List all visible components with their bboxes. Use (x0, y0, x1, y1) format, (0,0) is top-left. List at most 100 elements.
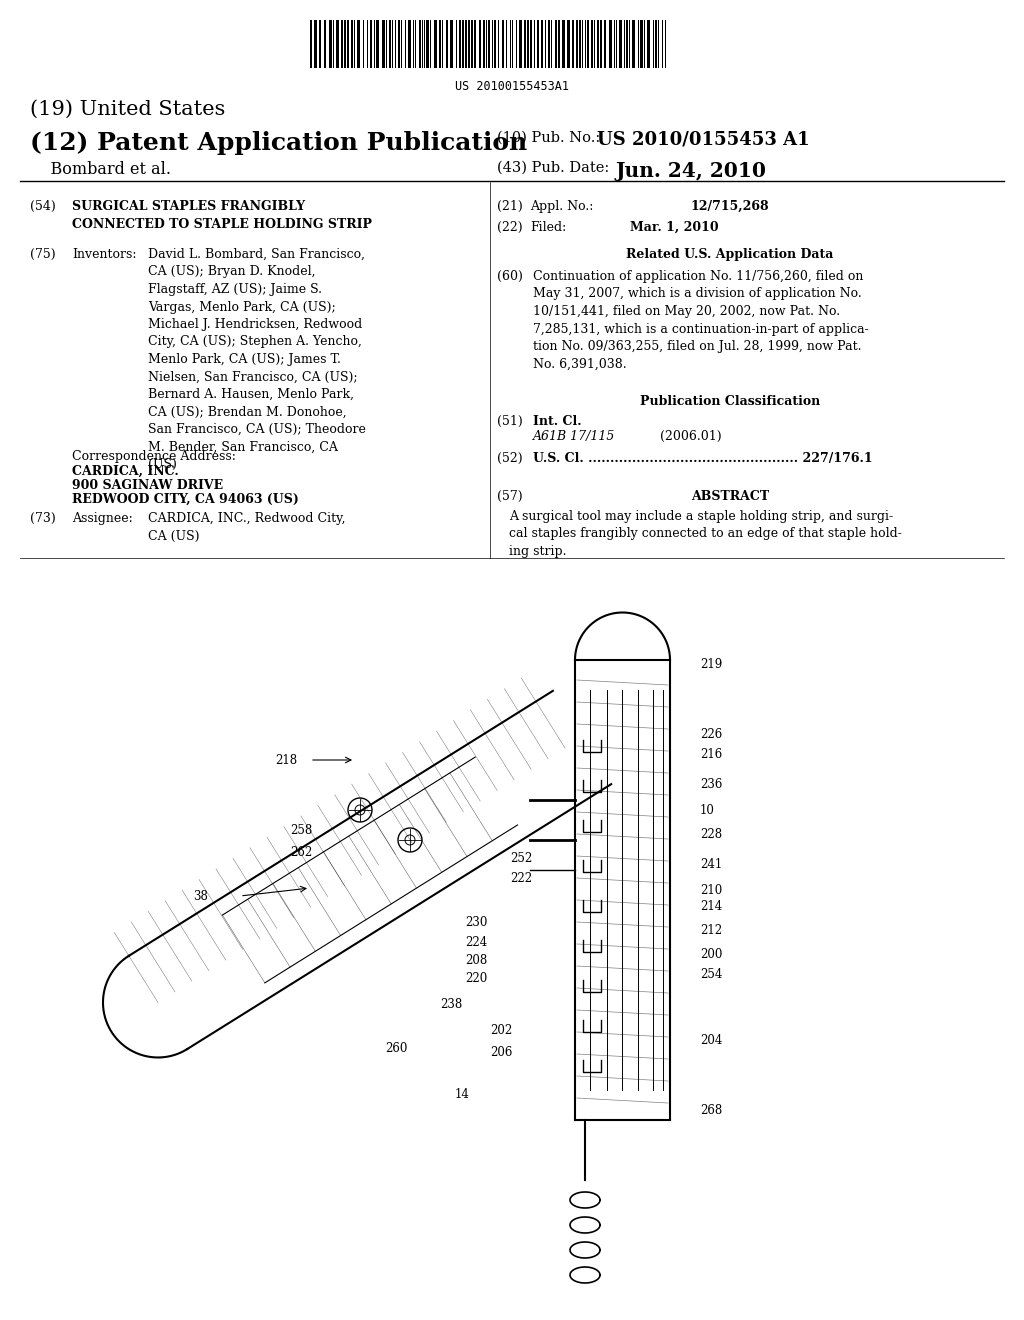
Text: 252: 252 (510, 851, 532, 865)
Text: SURGICAL STAPLES FRANGIBLY
CONNECTED TO STAPLE HOLDING STRIP: SURGICAL STAPLES FRANGIBLY CONNECTED TO … (72, 201, 372, 231)
Text: U.S. Cl. ................................................ 227/176.1: U.S. Cl. ...............................… (534, 451, 872, 465)
Text: 12/715,268: 12/715,268 (690, 201, 769, 213)
Text: 208: 208 (465, 953, 487, 966)
Text: 220: 220 (465, 972, 487, 985)
Text: 254: 254 (700, 969, 722, 982)
Bar (398, 20, 400, 69)
Bar (479, 20, 481, 69)
Text: 200: 200 (700, 949, 722, 961)
Text: Appl. No.:: Appl. No.: (530, 201, 593, 213)
Text: 212: 212 (700, 924, 722, 936)
Text: (2006.01): (2006.01) (660, 430, 722, 444)
Bar (527, 20, 529, 69)
Bar (446, 20, 449, 69)
Text: 241: 241 (700, 858, 722, 871)
Bar (587, 20, 589, 69)
Bar (419, 20, 421, 69)
Text: CARDICA, INC., Redwood City,
CA (US): CARDICA, INC., Redwood City, CA (US) (148, 512, 345, 543)
Bar (389, 20, 391, 69)
Text: A surgical tool may include a staple holding strip, and surgi-
cal staples frang: A surgical tool may include a staple hol… (509, 510, 902, 558)
Text: (51): (51) (497, 414, 522, 428)
Text: Continuation of application No. 11/756,260, filed on
May 31, 2007, which is a di: Continuation of application No. 11/756,2… (534, 271, 868, 371)
Text: (52): (52) (497, 451, 522, 465)
Text: (43) Pub. Date:: (43) Pub. Date: (497, 161, 609, 176)
Text: Jun. 24, 2010: Jun. 24, 2010 (615, 161, 766, 181)
Text: 10: 10 (700, 804, 715, 817)
Text: A61B 17/115: A61B 17/115 (534, 430, 615, 444)
Bar (555, 20, 557, 69)
Text: 218: 218 (275, 754, 297, 767)
Bar (502, 20, 504, 69)
Bar (382, 20, 385, 69)
Text: Int. Cl.: Int. Cl. (534, 414, 582, 428)
Bar (310, 20, 312, 69)
Bar (341, 20, 343, 69)
Text: (19) United States: (19) United States (30, 100, 225, 119)
Text: 258: 258 (290, 824, 312, 837)
Text: 216: 216 (700, 748, 722, 762)
Bar (336, 20, 339, 69)
Bar (604, 20, 606, 69)
Text: David L. Bombard, San Francisco,
CA (US); Bryan D. Knodel,
Flagstaff, AZ (US); J: David L. Bombard, San Francisco, CA (US)… (148, 248, 366, 471)
Text: 222: 222 (510, 871, 532, 884)
Bar (609, 20, 612, 69)
Bar (483, 20, 485, 69)
Text: 238: 238 (440, 998, 462, 1011)
Text: Filed:: Filed: (530, 220, 566, 234)
Bar (579, 20, 581, 69)
Bar (370, 20, 372, 69)
Text: 900 SAGINAW DRIVE: 900 SAGINAW DRIVE (72, 479, 223, 492)
Text: 224: 224 (465, 936, 487, 949)
Bar (655, 20, 657, 69)
Text: Inventors:: Inventors: (72, 248, 136, 261)
Bar (494, 20, 496, 69)
Text: (57): (57) (497, 490, 522, 503)
Text: 236: 236 (700, 779, 722, 792)
Bar (626, 20, 628, 69)
Text: 260: 260 (385, 1041, 408, 1055)
Bar (600, 20, 602, 69)
Bar (344, 20, 346, 69)
Text: 226: 226 (700, 729, 722, 742)
Text: 230: 230 (465, 916, 487, 928)
Bar (562, 20, 565, 69)
Bar (408, 20, 411, 69)
Bar (474, 20, 476, 69)
Text: Related U.S. Application Data: Related U.S. Application Data (627, 248, 834, 261)
Text: Publication Classification: Publication Classification (640, 395, 820, 408)
Text: US 2010/0155453 A1: US 2010/0155453 A1 (597, 131, 810, 149)
Bar (488, 20, 490, 69)
Text: (12) Patent Application Publication: (12) Patent Application Publication (30, 131, 527, 154)
Text: 206: 206 (490, 1045, 512, 1059)
Bar (376, 20, 379, 69)
Text: Mar. 1, 2010: Mar. 1, 2010 (630, 220, 719, 234)
Text: 204: 204 (700, 1034, 722, 1047)
Text: (75): (75) (30, 248, 55, 261)
Bar (558, 20, 560, 69)
Text: 202: 202 (490, 1023, 512, 1036)
Text: (60): (60) (497, 271, 523, 282)
Text: Assignee:: Assignee: (72, 512, 133, 525)
Text: 14: 14 (455, 1089, 470, 1101)
Bar (314, 20, 317, 69)
Text: (21): (21) (497, 201, 522, 213)
Text: 219: 219 (700, 659, 722, 672)
Text: 210: 210 (700, 883, 722, 896)
Bar (319, 20, 321, 69)
Bar (357, 20, 360, 69)
Bar (465, 20, 467, 69)
Text: 38: 38 (193, 890, 208, 903)
Bar (351, 20, 353, 69)
Text: 214: 214 (700, 900, 722, 913)
Bar (632, 20, 635, 69)
Text: 262: 262 (290, 846, 312, 858)
Bar (575, 20, 578, 69)
Bar (324, 20, 326, 69)
Text: (22): (22) (497, 220, 522, 234)
Text: Correspondence Address:: Correspondence Address: (72, 450, 236, 463)
Bar (524, 20, 526, 69)
Bar (426, 20, 429, 69)
Bar (597, 20, 599, 69)
Text: (54): (54) (30, 201, 55, 213)
Bar (462, 20, 464, 69)
